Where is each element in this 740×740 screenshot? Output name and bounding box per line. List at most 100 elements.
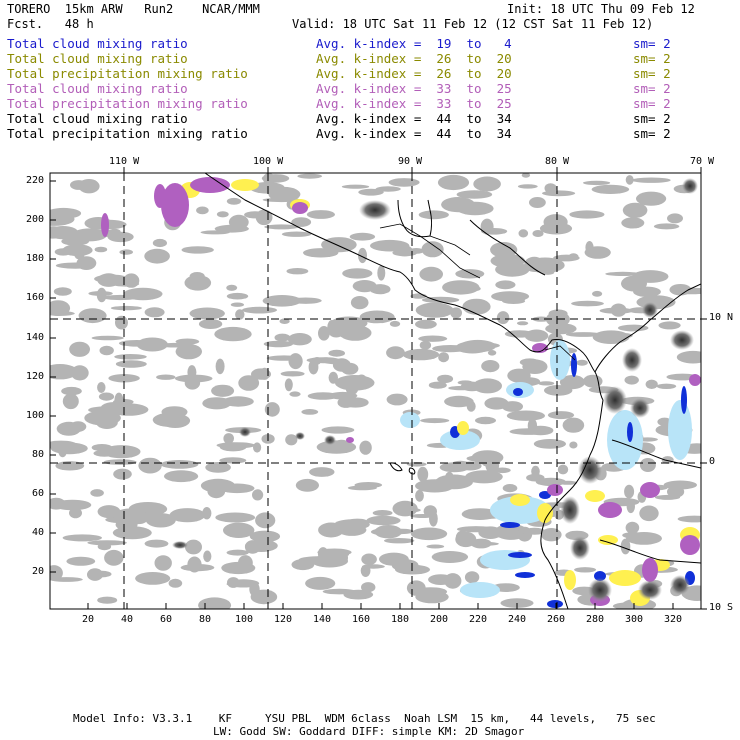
cloud-blob xyxy=(112,526,152,540)
y-tick-label: 120 xyxy=(26,371,45,382)
cloud-blob xyxy=(406,580,426,596)
cloud-blob xyxy=(198,319,223,329)
lat-label: 0 xyxy=(709,456,716,467)
cloud-blob xyxy=(97,596,118,604)
cloud-blob xyxy=(50,207,82,219)
cloud-blob xyxy=(305,479,315,487)
cloud-blob xyxy=(465,470,503,484)
cloud-blob xyxy=(104,549,124,566)
cloud-blob xyxy=(361,582,376,593)
cloud-blob xyxy=(274,333,291,342)
cloud-blob xyxy=(389,528,414,535)
cloud-blob xyxy=(175,338,200,345)
cloud-blob xyxy=(113,468,132,480)
cloud-blob xyxy=(524,256,545,272)
cloud-blob xyxy=(62,534,102,542)
cloud-blob xyxy=(333,439,350,451)
cloud-blob xyxy=(108,374,140,383)
cloud-blob xyxy=(61,236,90,246)
x-tick-label: 320 xyxy=(664,614,683,625)
x-tick-label: 240 xyxy=(508,614,527,625)
cloud-blob xyxy=(360,564,371,577)
cloud-blob xyxy=(214,326,252,342)
cloud-blob xyxy=(568,253,579,261)
cloud-blob xyxy=(255,512,276,529)
cloud-field-light-blue xyxy=(400,340,692,598)
cloud-blob xyxy=(189,307,225,320)
cloud-blob xyxy=(654,494,681,500)
cloud-blob xyxy=(518,229,529,238)
cloud-blob xyxy=(386,393,408,406)
cloud-blob xyxy=(107,231,134,243)
cloud-blob xyxy=(415,479,455,493)
cloud-blob xyxy=(442,280,480,295)
cloud-blob xyxy=(62,244,93,257)
cloud-blob xyxy=(636,191,667,206)
cloud-blob xyxy=(301,409,319,415)
cloud-blob xyxy=(592,290,603,297)
cloud-blob xyxy=(205,462,231,473)
legend-sm: sm= 2 xyxy=(633,96,671,111)
cloud-blob xyxy=(517,184,538,189)
cloud-blob xyxy=(574,567,597,573)
y-tick-label: 180 xyxy=(26,253,45,264)
legend-row: Total precipitation mixing ratio Avg. k-… xyxy=(7,66,727,81)
x-tick-label: 80 xyxy=(199,614,212,625)
cloud-blob xyxy=(490,242,518,258)
cloud-blob xyxy=(366,515,401,526)
x-tick-label: 40 xyxy=(121,614,134,625)
cloud-blob xyxy=(223,433,234,444)
map-frame xyxy=(49,172,702,610)
cloud-blob xyxy=(432,345,469,353)
cloud-blob xyxy=(532,230,544,237)
cloud-blob xyxy=(335,550,348,565)
legend-sm: sm= 2 xyxy=(633,51,671,66)
x-tick-label: 100 xyxy=(235,614,254,625)
cloud-blob xyxy=(268,186,301,202)
cloud-blob xyxy=(620,538,631,555)
cloud-blob xyxy=(645,379,658,389)
cloud-field-purple xyxy=(101,177,701,606)
cloud-blob xyxy=(280,371,305,377)
cloud-blob xyxy=(542,190,576,197)
cloud-blob xyxy=(496,311,510,325)
cloud-blob xyxy=(426,544,445,549)
cloud-blob xyxy=(656,383,677,389)
cloud-blob xyxy=(415,489,424,502)
lat-label: 10 N xyxy=(709,312,734,323)
cloud-blob xyxy=(318,326,330,341)
cloud-blob xyxy=(154,555,172,571)
cloud-blob xyxy=(341,362,359,375)
y-tick-label: 140 xyxy=(26,332,45,343)
cloud-blob xyxy=(419,266,444,282)
cloud-field-gray xyxy=(50,173,701,609)
cloud-blob xyxy=(50,311,75,316)
legend-row: Total cloud mixing ratio Avg. k-index = … xyxy=(7,51,727,66)
lat-lon-grid xyxy=(50,173,701,609)
cloud-blob xyxy=(76,256,97,270)
cloud-blob xyxy=(144,539,169,548)
cloud-blob xyxy=(305,576,336,590)
x-tick-label: 120 xyxy=(274,614,293,625)
cloud-blob xyxy=(69,421,87,432)
cloud-blob xyxy=(372,510,393,516)
cloud-blob xyxy=(544,385,573,396)
legend-sm: sm= 2 xyxy=(633,111,671,126)
x-tick-label: 180 xyxy=(391,614,410,625)
cloud-blob xyxy=(358,188,384,196)
cloud-blob xyxy=(112,508,148,525)
cloud-blob xyxy=(464,571,480,584)
cloud-blob xyxy=(263,340,294,348)
cloud-blob xyxy=(198,597,232,609)
cloud-blob xyxy=(323,360,350,365)
cloud-blob xyxy=(626,499,635,514)
cloud-blob xyxy=(466,342,500,349)
cloud-blob xyxy=(374,525,403,539)
cloud-blob xyxy=(144,307,165,318)
cloud-blob xyxy=(415,302,454,318)
cloud-blob xyxy=(506,410,545,421)
cloud-blob xyxy=(358,247,367,264)
cloud-blob xyxy=(252,489,264,501)
cloud-blob xyxy=(156,374,176,380)
cloud-blob xyxy=(94,246,108,253)
